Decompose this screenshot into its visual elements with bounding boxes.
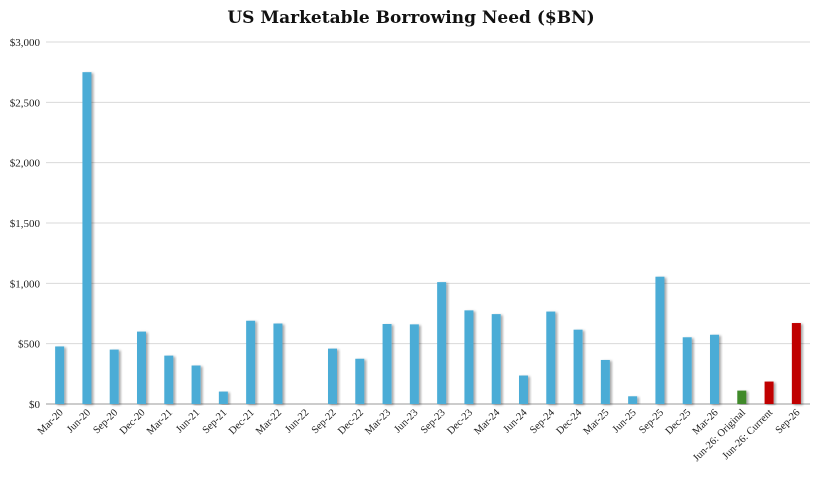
x-tick-label: Mar-25 [582, 407, 612, 437]
x-tick-label: Sep-22 [310, 407, 339, 436]
x-tick-label: Dec-22 [336, 407, 366, 437]
y-tick-label: $2,500 [10, 97, 41, 109]
y-tick-label: $1,000 [10, 278, 41, 290]
x-tick-label: Sep-25 [637, 407, 666, 436]
bar [655, 276, 665, 404]
x-tick-label: Jun-21 [174, 407, 202, 435]
bar [82, 72, 92, 405]
y-axis-ticks: $0 $500 $1,000 $1,500 $2,000 $2,500 $3,000 [10, 37, 41, 411]
bar [55, 346, 65, 404]
x-tick-label: Dec-23 [445, 407, 475, 437]
bar [191, 365, 201, 404]
bar [628, 396, 638, 404]
y-tick-label: $3,000 [10, 37, 41, 49]
bar [409, 324, 419, 404]
x-tick-label: Sep-24 [528, 407, 557, 436]
bar [682, 337, 692, 404]
bar [164, 355, 174, 404]
bars [55, 72, 801, 405]
bar [137, 331, 146, 404]
bar [382, 323, 392, 404]
bar [764, 381, 774, 404]
bar [546, 311, 556, 404]
x-tick-label: Mar-23 [363, 407, 393, 437]
bar [273, 323, 283, 404]
bar [109, 349, 119, 404]
y-tick-label: $1,500 [10, 218, 41, 230]
bar [355, 358, 365, 404]
grid-lines [46, 41, 810, 405]
bar [491, 314, 501, 404]
bar [519, 375, 528, 404]
x-tick-label: Jun-26: Current [721, 407, 776, 462]
x-tick-label: Dec-20 [118, 407, 148, 437]
y-tick-label: $500 [18, 339, 41, 351]
bar [218, 391, 228, 404]
x-tick-label: Mar-21 [145, 407, 175, 437]
bar [710, 334, 719, 404]
bar [328, 348, 337, 404]
x-tick-label: Dec-21 [227, 407, 257, 437]
x-tick-label: Jun-22 [283, 407, 311, 435]
x-tick-label: Sep-21 [201, 407, 230, 436]
x-tick-label: Mar-24 [472, 407, 502, 437]
x-tick-label: Mar-22 [254, 407, 284, 437]
y-tick-label: $2,000 [10, 158, 41, 170]
x-tick-label: Jun-25 [611, 407, 639, 435]
x-tick-label: Jun-23 [392, 407, 420, 435]
x-tick-label: Dec-25 [664, 407, 694, 437]
bar [246, 320, 256, 404]
x-tick-label: Jun-20 [65, 407, 93, 435]
bar [437, 282, 447, 404]
x-tick-label: Jun-24 [502, 407, 531, 436]
bar [464, 310, 474, 404]
bar [737, 390, 747, 404]
bar [600, 359, 610, 404]
x-tick-label: Mar-20 [36, 407, 66, 437]
x-tick-label: Sep-20 [92, 407, 121, 436]
y-tick-label: $0 [29, 399, 41, 411]
bar [791, 323, 801, 404]
x-tick-label: Sep-26 [774, 407, 803, 436]
bar [573, 329, 583, 404]
x-tick-label: Dec-24 [555, 407, 585, 437]
chart-title: US Marketable Borrowing Need ($BN) [227, 8, 594, 28]
x-tick-label: Sep-23 [419, 407, 448, 436]
